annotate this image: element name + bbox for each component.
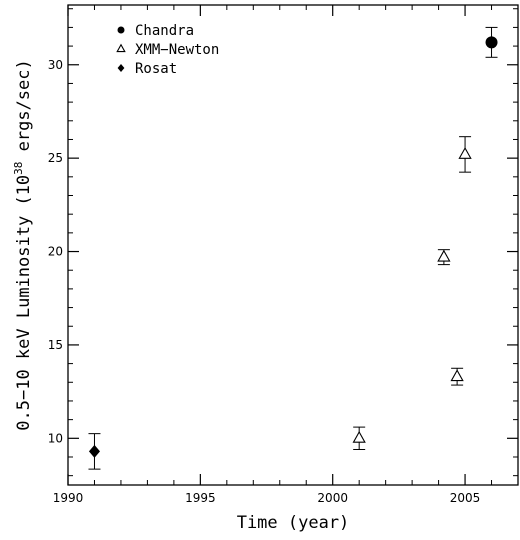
- y-tick-label: 20: [48, 245, 63, 259]
- x-tick-label: 1990: [53, 491, 84, 505]
- plot-frame: [67, 4, 519, 486]
- y-axis-title-main: 0.5−10 keV Luminosity (10: [14, 175, 34, 431]
- x-tick-labels: 1990 1995 2000 2005: [53, 491, 481, 505]
- legend-label: Rosat: [135, 61, 177, 77]
- y-tick-label: 30: [48, 58, 63, 72]
- data-point-filled-circle: [485, 36, 498, 49]
- legend-marker: [117, 64, 125, 72]
- legend-marker: [117, 26, 125, 34]
- data-point-open-triangle: [437, 249, 451, 262]
- x-tick-label: 2005: [450, 491, 481, 505]
- y-axis-title-end: ergs/sec): [14, 59, 34, 161]
- x-tick-label: 2000: [317, 491, 348, 505]
- y-tick-label: 15: [48, 338, 63, 352]
- data-point-open-triangle: [450, 369, 464, 382]
- legend-label: XMM−Newton: [135, 42, 219, 58]
- x-tick-label: 1995: [185, 491, 216, 505]
- y-tick-labels: 10 15 20 25 30: [48, 58, 63, 446]
- major-ticks: [67, 5, 518, 485]
- y-axis-title-sup: 38: [12, 162, 25, 175]
- x-axis-title: Time (year): [237, 513, 350, 533]
- y-axis-title: 0.5−10 keV Luminosity (1038 ergs/sec): [12, 59, 34, 430]
- data-point-open-triangle: [352, 430, 366, 443]
- legend-label: Chandra: [135, 23, 194, 39]
- legend: Chandra XMM−Newton Rosat: [116, 23, 219, 77]
- data-point-open-triangle: [458, 146, 472, 159]
- y-tick-label: 25: [48, 151, 63, 165]
- minor-ticks: [68, 5, 519, 485]
- y-tick-label: 10: [48, 431, 63, 445]
- legend-marker: [116, 43, 126, 53]
- data-point-filled-diamond: [88, 444, 100, 458]
- data-points: [88, 26, 498, 470]
